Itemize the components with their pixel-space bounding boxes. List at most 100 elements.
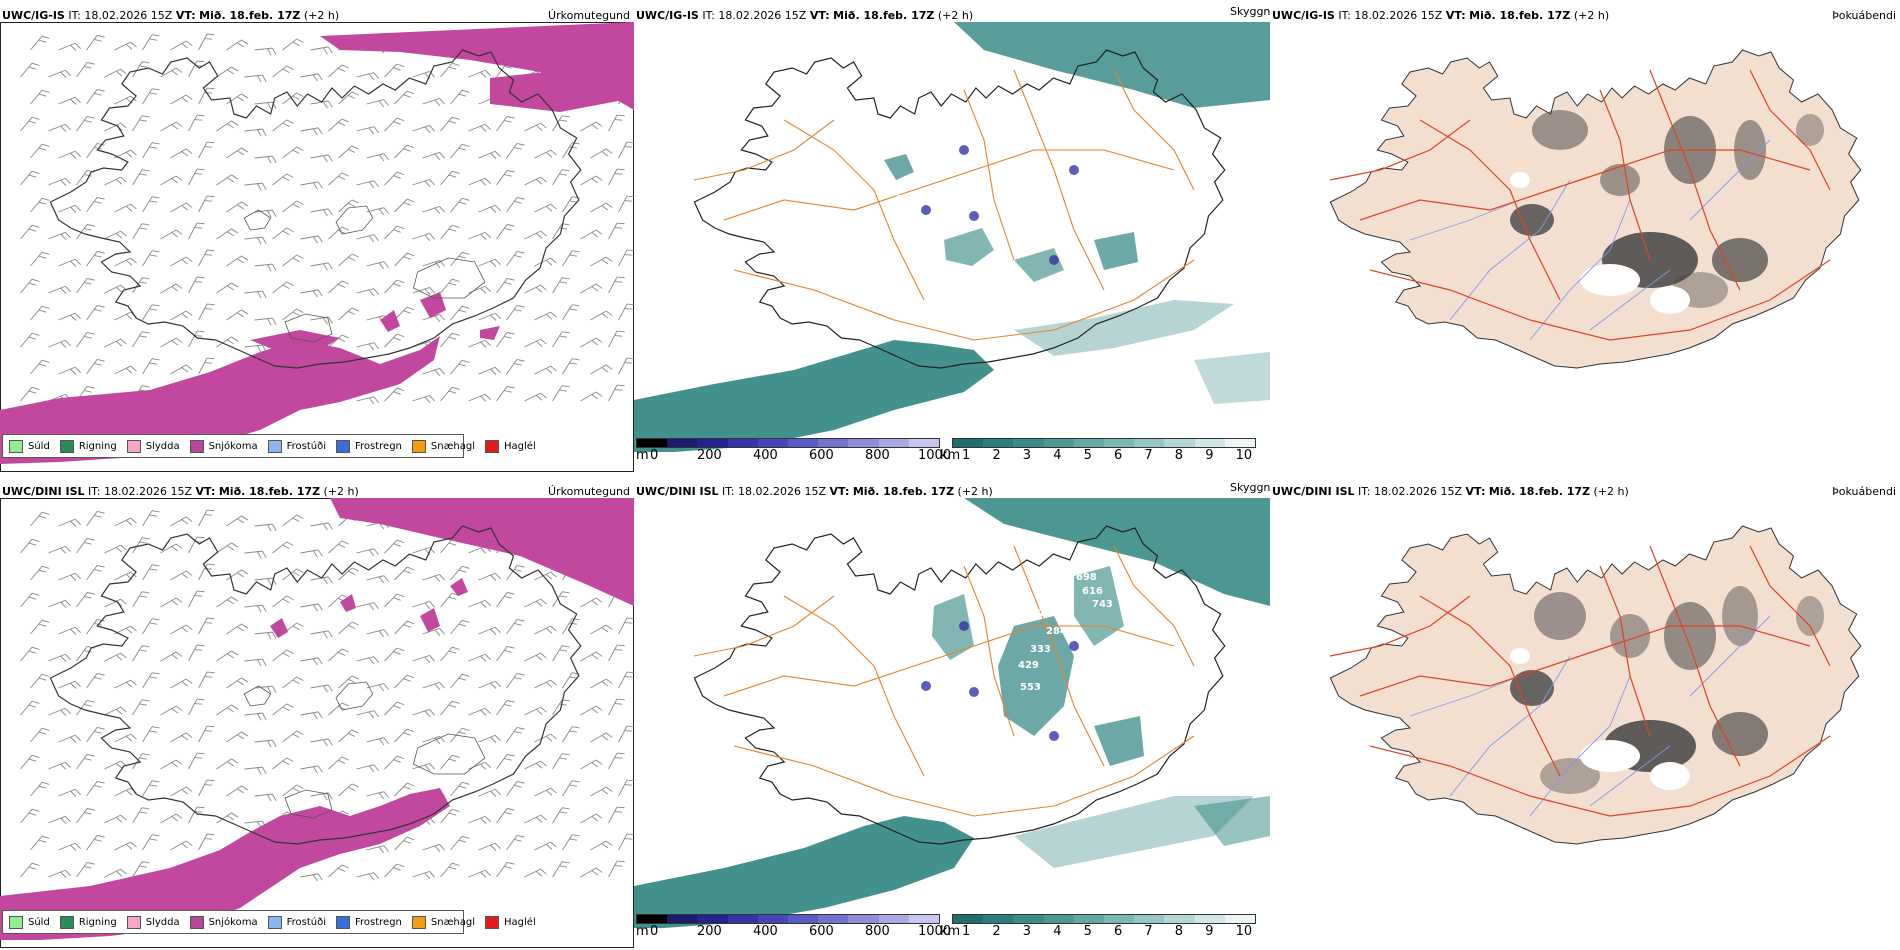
forecast-row: UWC/DINI ISL IT: 18.02.2026 15Z VT: Mið.…	[0, 476, 1900, 948]
it-label: IT:	[702, 9, 715, 22]
visibility-value-label: 698	[1076, 572, 1097, 583]
wind-barb	[440, 62, 460, 78]
visibility-tick: 10	[1235, 448, 1253, 463]
wind-barb	[198, 33, 215, 51]
wind-barb	[356, 764, 379, 773]
road	[963, 565, 1015, 737]
ceiling-tick: 800	[865, 924, 890, 939]
inland-contour	[335, 205, 374, 235]
wind-barb	[534, 733, 557, 743]
wind-barb	[618, 725, 634, 743]
wind-barb	[328, 118, 349, 132]
snow-area	[380, 310, 400, 332]
wind-barb	[440, 332, 460, 348]
wind-barb	[30, 89, 50, 105]
wind-barb	[254, 263, 277, 272]
ramp-segment	[878, 439, 909, 447]
iceland-outline	[693, 49, 1226, 369]
wind-barb	[132, 169, 150, 186]
wind-barb	[552, 753, 570, 770]
wind-barb	[440, 116, 460, 132]
wind-barb	[552, 331, 570, 348]
wind-barb	[562, 142, 580, 159]
precip-legend-item: Frostregn	[336, 439, 402, 453]
reduced-visibility-area	[1014, 300, 1234, 356]
precip-legend-item: Haglél	[485, 439, 536, 453]
wind-barb	[356, 710, 379, 719]
road	[733, 259, 1195, 341]
wind-barb	[254, 631, 277, 640]
ramp-segment	[727, 915, 758, 923]
visibility-value-label: 21	[896, 194, 910, 205]
wind-barb	[216, 542, 239, 554]
legend-swatch	[59, 915, 74, 929]
wind-barb	[132, 753, 150, 770]
wind-barb	[142, 780, 160, 797]
wind-barb	[310, 46, 333, 55]
wind-barb	[76, 699, 95, 716]
legend-label: Slydda	[145, 440, 180, 452]
wind-barb	[254, 685, 277, 694]
wind-barb	[142, 142, 160, 159]
visibility-unit: km	[940, 448, 961, 463]
wind-barb	[412, 179, 435, 188]
wind-barb	[86, 250, 105, 267]
wind-barb	[608, 860, 625, 878]
wind-barb	[226, 677, 249, 689]
wind-barb	[30, 359, 50, 375]
ramp-segment	[818, 915, 849, 923]
visibility-unit: km	[940, 924, 961, 939]
wind-barb	[48, 285, 71, 294]
wind-barb	[76, 223, 95, 240]
precip-legend-item: Rigning	[59, 439, 117, 453]
wind-barb	[114, 41, 137, 51]
fog-map	[1329, 49, 1862, 369]
wind-barb	[552, 699, 570, 716]
snow-area	[250, 330, 340, 352]
wind-barb	[160, 705, 183, 716]
wind-barb	[468, 599, 491, 608]
visibility-value-label: 213	[937, 196, 958, 207]
wind-barb	[450, 359, 470, 375]
road	[723, 625, 1175, 697]
visibility-map: 213 21 39 13 420	[634, 22, 1270, 452]
low-ceiling-spot	[969, 211, 979, 221]
wind-barb	[552, 169, 570, 186]
wind-barb	[226, 39, 249, 51]
road	[693, 595, 835, 657]
wind-barb	[86, 304, 105, 321]
visibility-tick: 9	[1205, 448, 1214, 463]
no-fog-area	[1580, 740, 1640, 772]
wind-barb	[562, 618, 580, 635]
wind-barb	[394, 782, 415, 797]
precip-legend-item: Súld	[9, 915, 50, 929]
road	[1359, 625, 1811, 697]
reduced-visibility-area	[944, 228, 994, 266]
wind-barb	[356, 180, 379, 189]
panel-title-fog: Þokuábendi	[1832, 9, 1896, 22]
wind-barb	[524, 230, 547, 240]
road	[1329, 595, 1471, 657]
panel-header: UWC/IG-IS IT: 18.02.2026 15Z VT: Mið. 18…	[1272, 9, 1609, 22]
wind-barb	[216, 812, 239, 824]
wind-barb	[366, 261, 389, 270]
visibility-tick: 5	[1083, 924, 1092, 939]
wind-barb	[468, 123, 491, 132]
visibility-tick: 3	[1022, 924, 1032, 939]
wind-barb	[58, 680, 81, 689]
precip-legend-item: Snjókoma	[189, 439, 258, 453]
wind-barb	[338, 675, 359, 689]
legend-label: Súld	[28, 916, 50, 928]
wind-barb	[608, 752, 625, 770]
wind-barb	[188, 330, 205, 348]
wind-barb	[244, 182, 267, 191]
wind-barb	[580, 337, 603, 348]
wind-barb	[282, 676, 304, 689]
wind-barb	[132, 861, 150, 878]
wind-barb	[496, 331, 515, 348]
fog-shading	[1510, 110, 1824, 314]
wind-barb	[30, 619, 50, 635]
wind-barb	[384, 63, 405, 78]
wind-barb	[160, 175, 183, 186]
visibility-panel: UWC/IG-IS IT: 18.02.2026 15Z VT: Mið. 18…	[634, 0, 1270, 472]
